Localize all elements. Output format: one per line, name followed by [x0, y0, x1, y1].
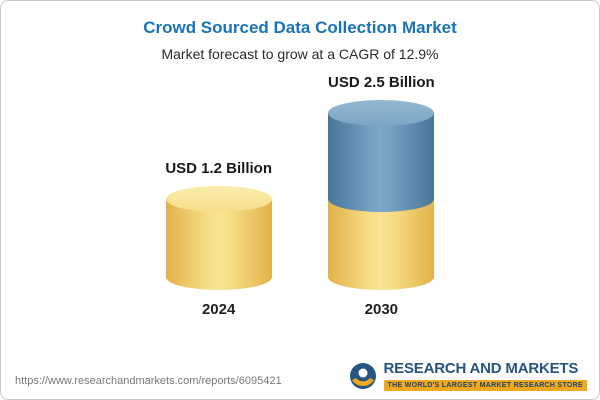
chart-header: Crowd Sourced Data Collection Market Mar…	[1, 1, 599, 62]
logo-text-block: RESEARCH AND MARKETS THE WORLD'S LARGEST…	[383, 360, 587, 391]
chart-title: Crowd Sourced Data Collection Market	[143, 18, 457, 37]
report-url-link[interactable]: https://www.researchandmarkets.com/repor…	[15, 375, 282, 387]
cylinder-top-ellipse-blue	[328, 100, 435, 126]
cylinder-bar-chart: USD 1.2 Billion 2024 USD 2.5 Billion 203…	[1, 68, 599, 318]
bar-column-2030: USD 2.5 Billion 2030	[328, 74, 435, 318]
axis-label-2030: 2030	[364, 301, 399, 318]
logo-tagline: THE WORLD'S LARGEST MARKET RESEARCH STOR…	[383, 379, 587, 391]
cylinder-2024	[165, 186, 272, 290]
research-and-markets-logo[interactable]: RESEARCH AND MARKETS THE WORLD'S LARGEST…	[348, 361, 587, 391]
chart-subtitle: Market forecast to grow at a CAGR of 12.…	[161, 46, 439, 62]
segment-growth-2030	[328, 113, 435, 212]
axis-label-2024: 2024	[201, 301, 236, 318]
segment-base-2024	[165, 199, 272, 290]
value-label-2024: USD 1.2 Billion	[165, 160, 272, 177]
logo-name: RESEARCH AND MARKETS	[383, 360, 579, 378]
research-and-markets-logo-icon	[349, 363, 376, 389]
value-label-2030: USD 2.5 Billion	[328, 74, 435, 91]
footer: https://www.researchandmarkets.com/repor…	[15, 361, 587, 391]
cylinder-top-ellipse-yellow	[165, 186, 272, 212]
segment-base-2030	[328, 199, 435, 290]
cylinder-2030	[328, 100, 435, 290]
bar-column-2024: USD 1.2 Billion 2024	[165, 160, 272, 318]
